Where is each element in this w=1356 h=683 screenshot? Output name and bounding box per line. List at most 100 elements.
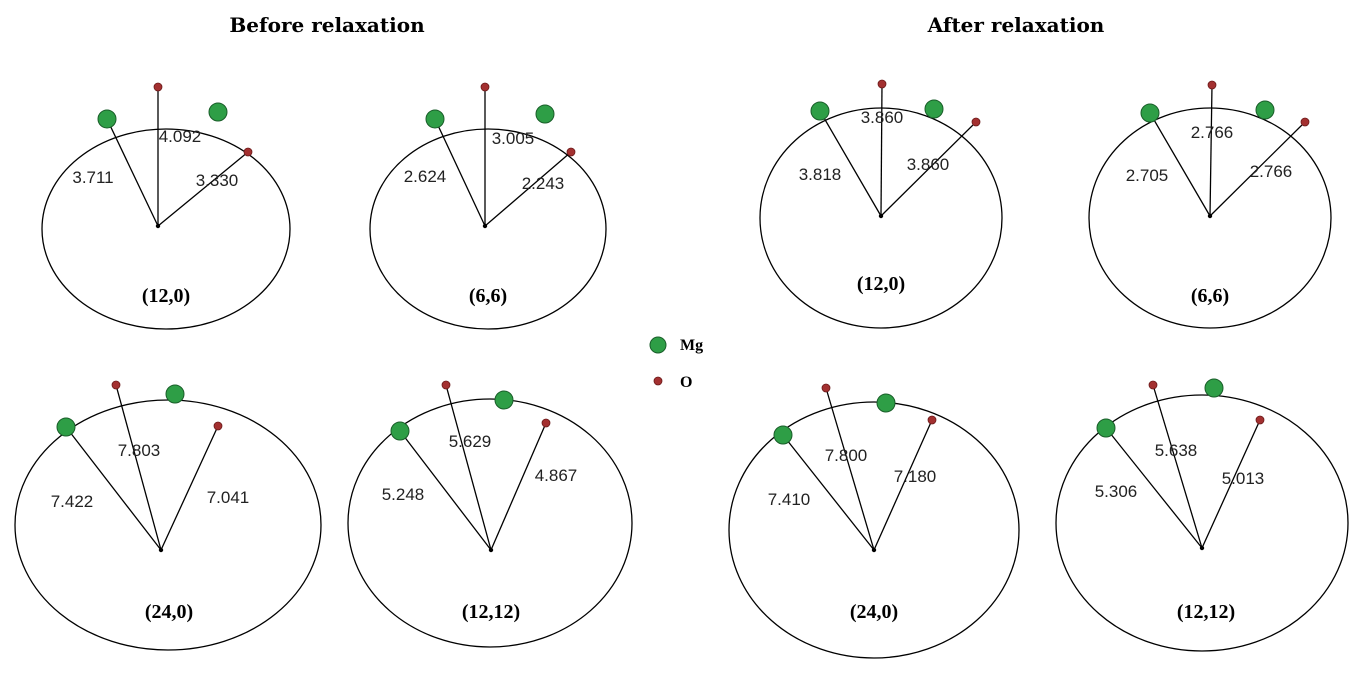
distance-line <box>825 387 875 551</box>
tube-axis-point <box>158 547 164 553</box>
tube-axis-point <box>878 213 884 219</box>
tube-axis-point <box>482 223 488 229</box>
distance-label: 7.041 <box>207 488 250 507</box>
distance-label: 7.410 <box>768 490 811 509</box>
distance-label: 2.705 <box>1126 166 1169 185</box>
o-atom <box>971 117 981 127</box>
mg-legend-icon <box>649 336 667 354</box>
chirality-label: (6,6) <box>469 285 507 307</box>
o-atom <box>566 147 576 157</box>
distance-label: 3.818 <box>799 165 842 184</box>
chirality-label: (24,0) <box>850 601 898 623</box>
mg-atom <box>773 425 793 445</box>
o-atom <box>877 79 887 89</box>
tube-panel-before-6-6: 2.624 3.005 2.243 (6,6) <box>369 82 607 330</box>
tube-panels: 3.711 4.092 3.330 (12,0) 2.624 3.005 2.243 (6,6… <box>14 79 1349 659</box>
tube-outline <box>41 128 291 330</box>
mg-atom <box>924 99 944 119</box>
distance-line <box>1201 419 1261 549</box>
distance-line <box>106 118 159 227</box>
tube-axis-point <box>155 223 161 229</box>
distance-line <box>1149 112 1211 217</box>
distance-line <box>490 422 547 551</box>
tube-outline <box>347 398 633 648</box>
legend: Mg O <box>649 336 703 391</box>
distance-line <box>434 118 486 227</box>
o-atom <box>441 380 451 390</box>
o-atom <box>153 82 163 92</box>
distance-label: 4.867 <box>535 466 578 485</box>
o-atom <box>243 147 253 157</box>
mg-atom <box>56 417 76 437</box>
chirality-label: (12,12) <box>1177 601 1235 623</box>
chirality-label: (24,0) <box>145 601 193 623</box>
chirality-label: (12,0) <box>857 273 905 295</box>
tube-outline <box>369 128 607 330</box>
distance-label: 7.803 <box>118 441 161 460</box>
mg-atom <box>1140 103 1160 123</box>
o-atom <box>541 418 551 428</box>
o-atom <box>1255 415 1265 425</box>
mg-atom <box>1096 418 1116 438</box>
o-atom <box>821 383 831 393</box>
distance-line <box>1152 384 1203 549</box>
tube-outline <box>759 107 1003 329</box>
distance-line <box>819 110 882 217</box>
mg-atom <box>425 109 445 129</box>
o-atom <box>480 82 490 92</box>
tube-outline <box>1088 107 1332 329</box>
distance-label: 3.330 <box>196 171 239 190</box>
o-atom <box>213 421 223 431</box>
o-atom <box>1300 117 1310 127</box>
tube-axis-point <box>871 547 877 553</box>
distance-label: 5.013 <box>1222 469 1265 488</box>
mg-atom <box>1255 100 1275 120</box>
distance-line <box>399 430 492 551</box>
distance-label: 5.638 <box>1155 441 1198 460</box>
mg-atom <box>208 102 228 122</box>
mg-atom <box>390 421 410 441</box>
o-legend-icon <box>653 376 663 386</box>
distance-line <box>484 151 572 227</box>
distance-label: 5.629 <box>449 432 492 451</box>
o-atom <box>1207 80 1217 90</box>
distance-line <box>115 384 162 551</box>
distance-line <box>880 121 977 217</box>
distance-line <box>1105 427 1203 549</box>
tube-axis-point <box>1199 545 1205 551</box>
tube-panel-before-12-0: 3.711 4.092 3.330 (12,0) <box>41 82 291 330</box>
o-atom <box>1148 380 1158 390</box>
tube-outline <box>728 401 1020 659</box>
mg-legend-label: Mg <box>680 337 703 354</box>
before-relaxation-title: Before relaxation <box>229 13 425 37</box>
distance-line <box>157 151 249 227</box>
tube-axis-point <box>488 547 494 553</box>
tube-axis-point <box>1207 213 1213 219</box>
chirality-label: (12,12) <box>462 601 520 623</box>
distance-label: 5.248 <box>382 485 425 504</box>
mg-atom <box>97 109 117 129</box>
chirality-label: (6,6) <box>1191 285 1229 307</box>
chirality-label: (12,0) <box>142 285 190 307</box>
distance-label: 7.800 <box>825 446 868 465</box>
distance-label: 2.766 <box>1191 123 1234 142</box>
tube-panel-after-24-0: 7.410 7.800 7.180 (24,0) <box>728 383 1020 659</box>
tube-panel-after-6-6: 2.705 2.766 2.766 (6,6) <box>1088 80 1332 329</box>
distance-label: 7.422 <box>51 492 94 511</box>
distance-line <box>1209 84 1213 217</box>
tube-panel-after-12-0: 3.818 3.860 3.860 (12,0) <box>759 79 1003 329</box>
distance-label: 3.860 <box>861 108 904 127</box>
o-atom <box>111 380 121 390</box>
distance-label: 7.180 <box>894 467 937 486</box>
mg-atom <box>494 390 514 410</box>
distance-line <box>873 419 933 551</box>
distance-label: 3.860 <box>907 155 950 174</box>
distance-line <box>782 434 875 551</box>
distance-label: 2.243 <box>522 174 565 193</box>
distance-line <box>160 425 219 551</box>
distance-label: 2.766 <box>1250 162 1293 181</box>
o-atom <box>927 415 937 425</box>
after-relaxation-title: After relaxation <box>927 13 1105 37</box>
distance-label: 3.711 <box>72 168 113 187</box>
